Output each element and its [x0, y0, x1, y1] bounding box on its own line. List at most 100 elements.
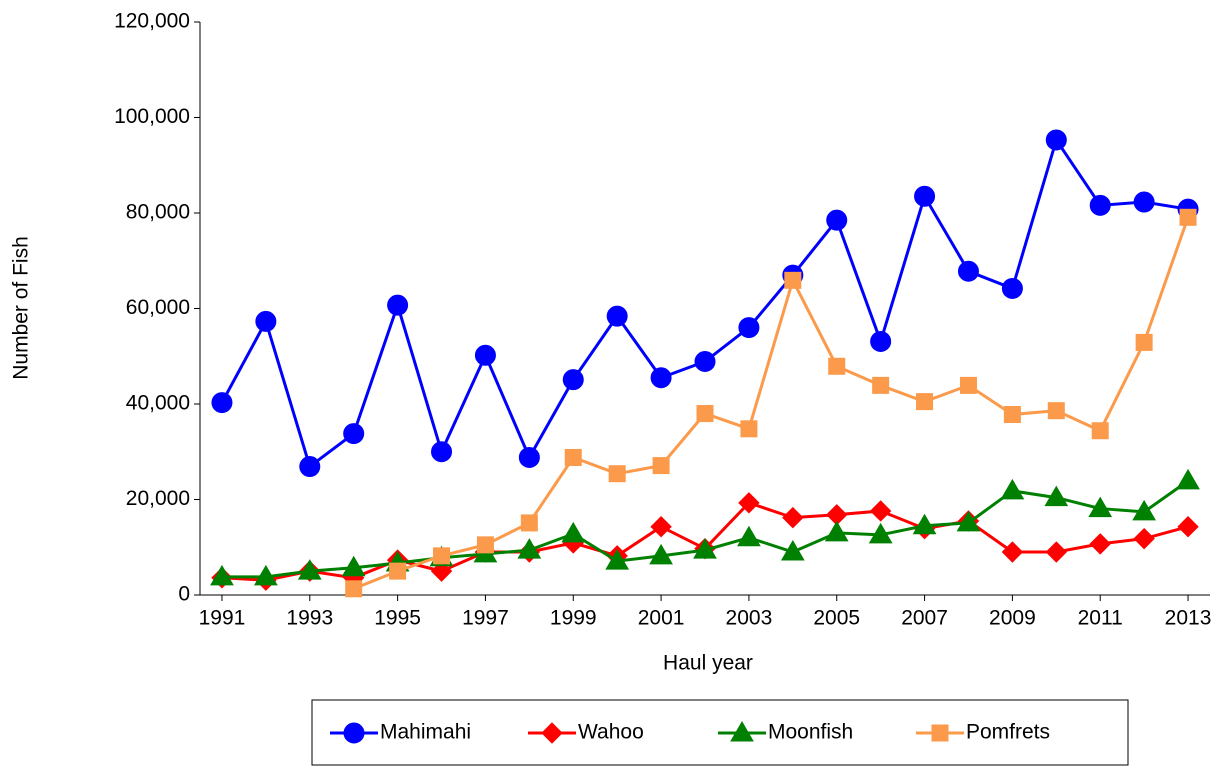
data-point — [737, 525, 761, 547]
data-point — [1044, 485, 1069, 507]
data-point — [916, 393, 934, 411]
data-point — [696, 405, 714, 423]
data-point — [474, 344, 496, 366]
x-tick-label: 1999 — [550, 607, 597, 630]
data-point — [211, 392, 233, 414]
data-point — [387, 294, 409, 316]
legend-label: Pomfrets — [966, 721, 1050, 744]
data-point — [1133, 191, 1155, 213]
data-point — [784, 271, 802, 289]
data-point — [299, 456, 321, 478]
data-point — [1088, 496, 1113, 518]
data-point — [1179, 208, 1197, 226]
data-point — [1001, 541, 1024, 563]
legend-label: Moonfish — [768, 721, 853, 744]
x-tick-label: 2007 — [901, 607, 948, 630]
data-point — [872, 376, 890, 394]
data-point — [914, 185, 936, 207]
data-point — [740, 420, 758, 438]
data-point — [868, 522, 893, 544]
data-point — [345, 580, 363, 598]
y-tick-label: 120,000 — [114, 10, 190, 33]
data-point — [1132, 499, 1156, 521]
data-point — [297, 559, 322, 580]
data-point — [608, 465, 626, 483]
data-point — [520, 514, 538, 532]
data-point — [389, 562, 407, 580]
y-axis-label: Number of Fish — [10, 236, 33, 380]
data-point — [431, 441, 453, 463]
x-tick-label: 2001 — [638, 607, 685, 630]
data-point — [606, 305, 628, 327]
x-axis-label: Haul year — [663, 652, 753, 675]
data-point — [1000, 478, 1025, 500]
data-point — [561, 521, 586, 543]
data-point — [826, 209, 848, 231]
data-point — [870, 330, 892, 352]
data-point — [650, 367, 672, 389]
y-tick-label: 60,000 — [126, 296, 190, 319]
data-point — [433, 547, 451, 565]
data-point — [517, 538, 542, 559]
y-tick-label: 100,000 — [114, 105, 190, 128]
x-tick-label: 2011 — [1078, 607, 1123, 630]
data-point — [1133, 527, 1155, 550]
x-tick-label: 1997 — [462, 607, 509, 630]
data-point — [255, 310, 277, 332]
data-point — [476, 536, 494, 554]
legend-marker — [730, 721, 754, 742]
y-tick-label: 80,000 — [126, 201, 190, 224]
data-point — [562, 369, 584, 391]
data-point — [1003, 406, 1021, 424]
y-tick-label: 20,000 — [126, 487, 190, 510]
data-point — [828, 357, 846, 375]
data-point — [605, 549, 630, 570]
legend-marker — [343, 722, 365, 744]
data-point — [738, 492, 760, 514]
series-line — [221, 479, 1189, 579]
data-point — [782, 506, 804, 529]
x-tick-label: 1991 — [199, 607, 246, 630]
data-point — [693, 538, 717, 559]
data-point — [738, 317, 760, 339]
data-point — [956, 510, 981, 532]
data-point — [210, 564, 234, 586]
legend-marker — [931, 724, 949, 742]
data-point — [780, 540, 805, 561]
legend-label: Mahimahi — [380, 721, 471, 744]
data-point — [650, 516, 672, 538]
data-point — [652, 457, 670, 475]
x-tick-label: 2003 — [726, 607, 773, 630]
data-point — [1045, 541, 1068, 563]
data-point — [649, 543, 673, 565]
data-point — [1135, 333, 1153, 351]
data-point — [824, 520, 849, 542]
x-tick-label: 2013 — [1165, 607, 1212, 630]
y-tick-label: 0 — [178, 583, 190, 606]
data-point — [957, 260, 979, 282]
x-tick-label: 1995 — [374, 607, 421, 630]
data-point — [343, 423, 365, 445]
data-point — [1177, 516, 1199, 538]
data-point — [1176, 468, 1200, 490]
data-point — [1089, 194, 1111, 216]
data-point — [1045, 129, 1067, 151]
y-tick-label: 40,000 — [126, 392, 190, 415]
data-point — [869, 500, 892, 522]
data-point — [341, 555, 366, 577]
data-point — [694, 351, 716, 373]
x-tick-label: 2009 — [989, 607, 1036, 630]
data-point — [912, 513, 937, 535]
data-point — [1089, 533, 1111, 555]
data-point — [959, 376, 977, 394]
legend-label: Wahoo — [578, 721, 644, 744]
legend-marker — [541, 722, 563, 744]
x-tick-label: 1993 — [286, 607, 333, 630]
data-point — [254, 564, 278, 586]
data-point — [1091, 422, 1109, 440]
data-point — [518, 446, 540, 468]
data-point — [1001, 277, 1023, 299]
data-point — [564, 448, 582, 466]
